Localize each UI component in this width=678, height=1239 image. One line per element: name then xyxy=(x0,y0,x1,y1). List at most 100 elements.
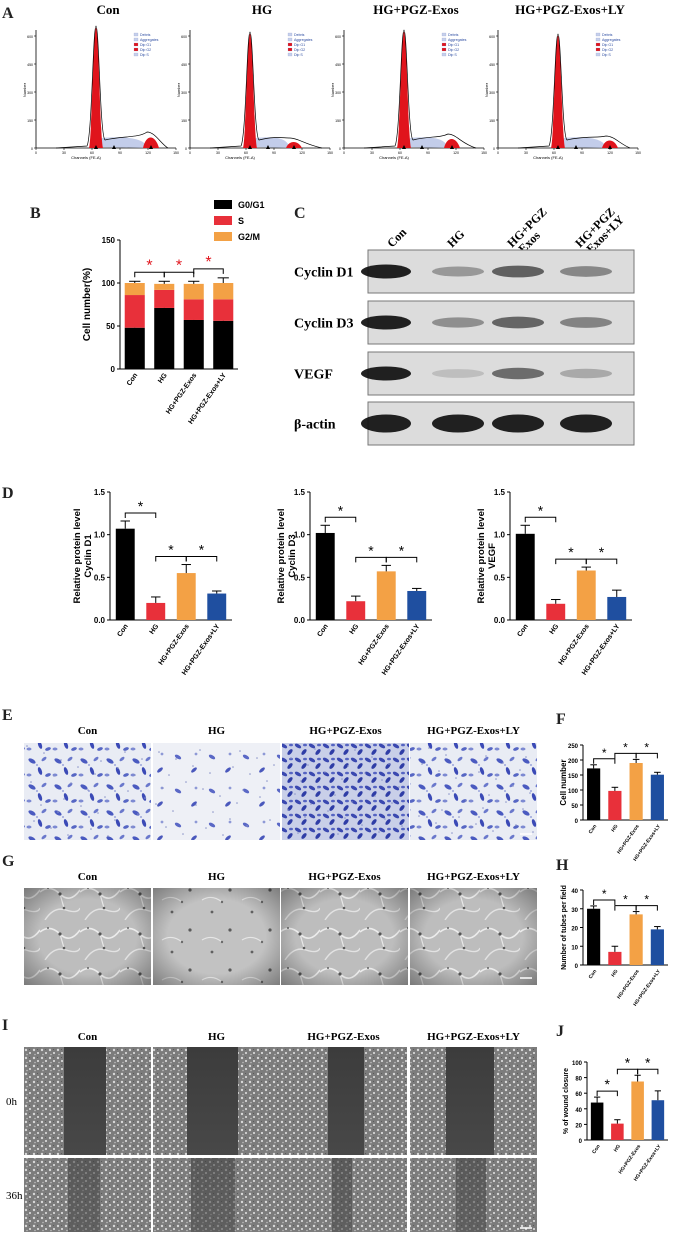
legend-swatch xyxy=(595,37,601,42)
x-tick-label: 30 xyxy=(370,151,374,155)
transwell-pore xyxy=(512,785,514,787)
y-tick-label: 40 xyxy=(571,889,578,895)
legend-swatch xyxy=(133,37,139,42)
transwell-pore xyxy=(87,789,89,791)
x-tick-label: 150 xyxy=(327,151,333,155)
x-tick-label: 120 xyxy=(607,151,613,155)
y-tick-label: 600 xyxy=(489,35,495,39)
peak-marker xyxy=(450,145,454,149)
x-axis-label: Channels (FE-A) xyxy=(225,155,255,160)
x-tick-label: 0 xyxy=(35,151,37,155)
transwell-pore xyxy=(297,832,299,834)
x-tick-label: 30 xyxy=(62,151,66,155)
bar xyxy=(546,603,566,620)
bar xyxy=(651,1100,665,1140)
significance-bracket xyxy=(193,268,224,274)
transwell-pore xyxy=(384,818,386,820)
wound-gap xyxy=(191,1158,235,1232)
y-tick-label: 0.5 xyxy=(494,573,506,582)
bar xyxy=(576,570,596,620)
bar-segment-g0-g1 xyxy=(213,320,234,369)
category-label: HG+PGZ-Exos xyxy=(158,623,191,666)
peak-marker xyxy=(608,145,612,149)
legend-swatch xyxy=(441,47,447,52)
significance-star: * xyxy=(568,544,574,560)
blot-band xyxy=(361,315,411,330)
transwell-pore xyxy=(229,818,231,820)
transwell-pore xyxy=(77,766,79,768)
transwell-pore xyxy=(57,811,59,813)
peak-marker xyxy=(420,145,424,149)
y-tick-label: 150 xyxy=(27,119,33,123)
significance-star: * xyxy=(599,544,605,560)
wound-gap xyxy=(446,1047,494,1155)
y-tick-label: 1.5 xyxy=(294,488,306,497)
y-axis-label: Number xyxy=(22,82,27,97)
transwell-pore xyxy=(100,760,102,762)
legend-label: S xyxy=(238,216,244,226)
transwell-pore xyxy=(525,756,527,758)
transwell-pore xyxy=(53,775,55,777)
histogram-g1-peak xyxy=(551,36,565,148)
blot-row-label: VEGF xyxy=(294,368,333,383)
legend-swatch xyxy=(287,52,293,57)
transwell-pore xyxy=(63,798,65,800)
y-tick-label: 0 xyxy=(111,365,116,374)
transwell-image xyxy=(24,743,151,840)
category-label: Con xyxy=(588,824,598,835)
legend-label: Aggregates xyxy=(602,38,621,42)
legend-label: Dip G2 xyxy=(448,48,459,52)
transwell-pore xyxy=(172,810,174,812)
transwell-pore xyxy=(354,749,356,751)
transwell-pore xyxy=(232,766,234,768)
y-tick-label: 100 xyxy=(572,1061,583,1067)
y-axis-label: Cell number(%) xyxy=(82,268,93,341)
x-tick-label: 150 xyxy=(481,151,487,155)
transwell-pore xyxy=(482,807,484,809)
significance-star: * xyxy=(625,1054,631,1070)
transwell-pore xyxy=(351,801,353,803)
y-tick-label: 0.5 xyxy=(294,573,306,582)
x-tick-label: 60 xyxy=(90,151,94,155)
transwell-pore xyxy=(502,762,504,764)
blot-band xyxy=(560,317,612,328)
wound-gap xyxy=(328,1047,364,1155)
legend-label: Dip S xyxy=(140,53,149,57)
transwell-pore xyxy=(364,772,366,774)
blot-column-label-line: HG xyxy=(444,227,467,250)
transwell-pore xyxy=(239,750,241,752)
blot-row-label: Cyclin D3 xyxy=(294,317,354,332)
y-axis-label: Number xyxy=(484,82,489,97)
significance-star: * xyxy=(199,542,205,558)
legend-label: Dip G1 xyxy=(448,43,459,47)
tube-image-vignette xyxy=(153,888,280,985)
y-tick-label: 300 xyxy=(181,91,187,95)
x-tick-label: 30 xyxy=(524,151,528,155)
blot-band xyxy=(560,266,612,277)
tube-image-vignette xyxy=(410,888,537,985)
y-axis-label-line: Cyclin D3 xyxy=(287,534,298,577)
category-label: Con xyxy=(316,623,330,638)
transwell-pore xyxy=(259,796,261,798)
bar-segment-g0-g1 xyxy=(183,319,204,369)
y-tick-label: 150 xyxy=(489,119,495,123)
panel-letter-A: A xyxy=(2,5,14,22)
transwell-pore xyxy=(80,805,82,807)
transwell-pore xyxy=(485,755,487,757)
transwell-pore xyxy=(327,810,329,812)
peak-marker xyxy=(402,145,406,149)
transwell-pore xyxy=(266,780,268,782)
y-tick-label: 40 xyxy=(575,1108,582,1114)
transwell-pore xyxy=(451,832,453,834)
transwell-pore xyxy=(532,831,534,833)
significance-bracket xyxy=(324,516,357,523)
y-tick-label: 600 xyxy=(181,35,187,39)
peak-marker xyxy=(94,145,98,149)
y-axis-label: Number of tubes per field xyxy=(561,885,568,970)
y-tick-label: 0.0 xyxy=(294,616,306,625)
significance-star: * xyxy=(368,542,374,558)
transwell-image xyxy=(282,743,409,840)
bar xyxy=(650,929,664,965)
